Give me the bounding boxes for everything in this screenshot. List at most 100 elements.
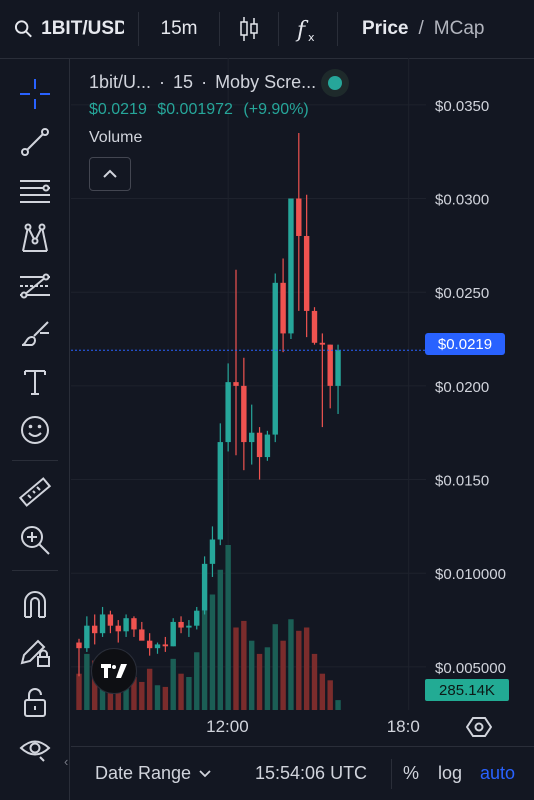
trend-line-tool[interactable] [13,120,57,164]
utc-clock[interactable]: 15:54:06 UTC [255,763,368,783]
collapse-toolbar-chevron-icon[interactable]: ‹ [64,754,69,769]
auto-scale-toggle[interactable]: auto [480,763,516,783]
candle-body [107,614,114,626]
volume-bar [146,668,153,710]
magnet-tool[interactable] [13,582,57,626]
candle-body [92,625,98,634]
text-icon [24,370,46,395]
ruler-icon [18,477,52,507]
candle-body [288,198,294,334]
volume-bar [225,545,231,710]
toolbar-divider [219,12,220,46]
volume-bar [296,630,302,710]
ruler-tool[interactable] [13,470,57,514]
emoji-tool[interactable] [13,408,57,452]
market-status-dot[interactable] [328,75,343,90]
volume-bar [170,658,176,710]
price-tick-label: $0.0250 [435,285,489,302]
price-mcap-toggle[interactable]: Price / MCap [338,0,498,58]
legend-collapse-button[interactable] [89,157,131,191]
volume-bar [241,620,247,710]
unlock-icon [24,688,46,717]
candle-body [131,618,137,630]
price-chart: $0.0350 $0.0300 $0.0250 $0.0200 $0.0150 $0.01… [71,58,506,710]
volume-bar [327,680,333,710]
candle-body [296,198,302,236]
candle-body [162,644,169,647]
volume-bar [319,673,326,710]
interval-button[interactable]: 15m [160,18,198,39]
search-icon [14,20,32,38]
chart-type-button[interactable] [220,0,278,58]
candle-body [217,442,223,540]
toolbar-divider [337,12,338,46]
text-tool[interactable] [13,360,57,404]
volume-bar [264,647,271,710]
candle-body [139,629,145,641]
visibility-tool[interactable] [13,726,57,770]
legend-symbol: 1bit/U... [89,72,152,92]
emoji-icon [21,416,49,444]
horizontal-lines-tool[interactable] [13,168,57,212]
lock-drawing-tool[interactable] [13,630,57,674]
volume-bar [311,653,318,710]
legend-separator: · [159,72,166,92]
date-range-label: Date Range [95,763,192,783]
candle-body [225,382,231,443]
price-toggle[interactable]: Price [362,18,409,39]
volume-bar [249,640,255,710]
volume-bar [139,681,145,710]
chevron-down-icon [199,769,211,777]
time-tick-label: 12:00 [206,717,249,736]
trend-line-icon [21,128,49,156]
toolbar-divider [278,12,279,46]
candle-body [327,344,333,386]
legend-change-pct: (+9.90%) [243,101,309,118]
volume-bar [303,627,310,710]
time-tick-label: 18:0 [386,717,420,736]
volume-bar [217,569,223,710]
volume-bar [186,677,192,710]
symbol-label: 1BIT/USD [41,18,124,39]
pattern-tool[interactable] [13,216,57,260]
chart-legend: 1bit/U... · 15 · Moby Scre... $0.0219 $0… [89,72,343,191]
volume-bar [233,627,239,710]
tradingview-logo[interactable] [91,648,137,694]
date-range-button[interactable]: Date Range [95,747,211,800]
candle-body [146,640,153,649]
candle-body [115,625,121,632]
volume-bar [131,677,137,710]
legend-change: $0.001972 [157,101,233,118]
volume-bar [256,653,263,710]
volume-bar [335,700,341,710]
candle-body [272,282,278,435]
brush-icon [21,321,49,346]
candle-body [335,350,341,386]
chart-settings-button[interactable] [465,714,493,740]
volume-bar [84,653,90,710]
svg-text:x: x [308,31,315,43]
symbol-search-button[interactable]: 1BIT/USD [0,0,138,58]
indicators-button[interactable]: f x [279,0,337,58]
candlestick-icon [240,17,258,41]
volume-bar [76,673,82,710]
mcap-toggle[interactable]: MCap [433,18,485,39]
top-toolbar: 1BIT/USD 15m f x Price / MCap [0,0,534,59]
price-tick-label: $0.0350 [435,98,489,115]
candle-body [84,625,90,649]
chart-pane[interactable]: $0.0350 $0.0300 $0.0250 $0.0200 $0.0150 $0.01… [71,58,534,710]
unlock-tool[interactable] [13,680,57,724]
zoom-in-tool[interactable] [13,518,57,562]
tradingview-logo-icon [101,664,127,678]
candle-body [264,434,271,458]
volume-bar [209,594,216,710]
percent-scale-toggle[interactable]: % [403,763,420,783]
log-scale-toggle[interactable]: log [438,763,463,783]
brush-tool[interactable] [13,312,57,356]
candle-body [186,625,192,628]
candle-body [303,235,310,311]
candle-body [170,621,176,647]
indicators-icon: f x [295,18,315,43]
fib-retracement-tool[interactable] [13,264,57,308]
crosshair-tool[interactable] [13,72,57,116]
